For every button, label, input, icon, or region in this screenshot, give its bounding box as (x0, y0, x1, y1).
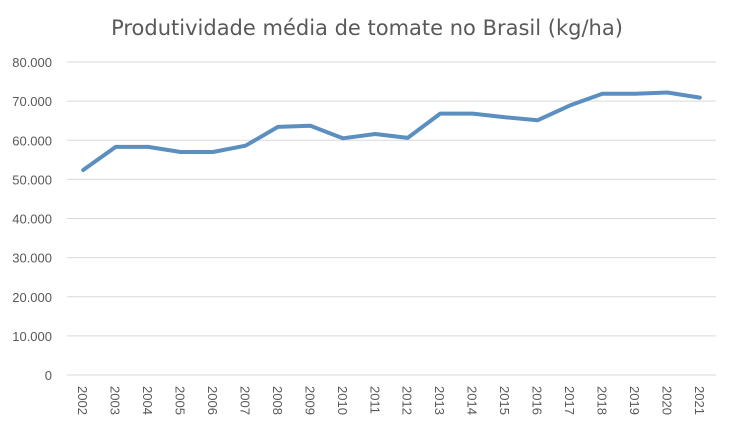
x-tick-label: 2016 (530, 386, 545, 415)
x-tick-label: 2019 (627, 386, 642, 415)
gridlines (67, 61, 716, 376)
x-tick-label: 2020 (659, 386, 674, 415)
x-tick-label: 2011 (367, 386, 382, 414)
x-tick-label: 2008 (270, 386, 285, 415)
y-tick-label: 30.000 (12, 251, 52, 266)
y-tick-label: 80.000 (12, 55, 52, 70)
x-tick-label: 2015 (497, 386, 512, 415)
x-axis-ticks: 2002 2003 2004 2005 2006 2007 2008 2009 2010 2011… (75, 386, 707, 415)
chart-title: Produtividade média de tomate no Brasil … (111, 16, 623, 40)
series-line (81, 90, 702, 172)
series-layer (81, 90, 702, 172)
x-tick-label: 2018 (594, 386, 609, 415)
x-tick-label: 2005 (173, 386, 188, 415)
x-tick-label: 2017 (562, 386, 577, 415)
x-tick-label: 2009 (302, 386, 317, 415)
x-tick-label: 2006 (205, 386, 220, 415)
y-tick-label: 20.000 (12, 290, 52, 305)
y-tick-label: 10.000 (12, 329, 52, 344)
y-tick-label: 70.000 (12, 94, 52, 109)
y-tick-label: 50.000 (12, 172, 52, 187)
x-tick-label: 2007 (237, 386, 252, 415)
y-tick-label: 0 (45, 368, 52, 383)
x-tick-label: 2013 (432, 386, 447, 415)
x-tick-label: 2021 (692, 386, 707, 415)
y-axis-ticks: 0 10.000 20.000 30.000 40.000 50.000 60.000 70.… (12, 55, 52, 383)
x-tick-label: 2003 (108, 386, 123, 415)
y-tick-label: 60.000 (12, 133, 52, 148)
x-tick-label: 2012 (400, 386, 415, 415)
x-tick-label: 2014 (465, 386, 480, 415)
x-tick-label: 2010 (335, 386, 350, 415)
x-tick-label: 2002 (75, 386, 90, 415)
x-tick-label: 2004 (140, 386, 155, 415)
y-tick-label: 40.000 (12, 212, 52, 227)
